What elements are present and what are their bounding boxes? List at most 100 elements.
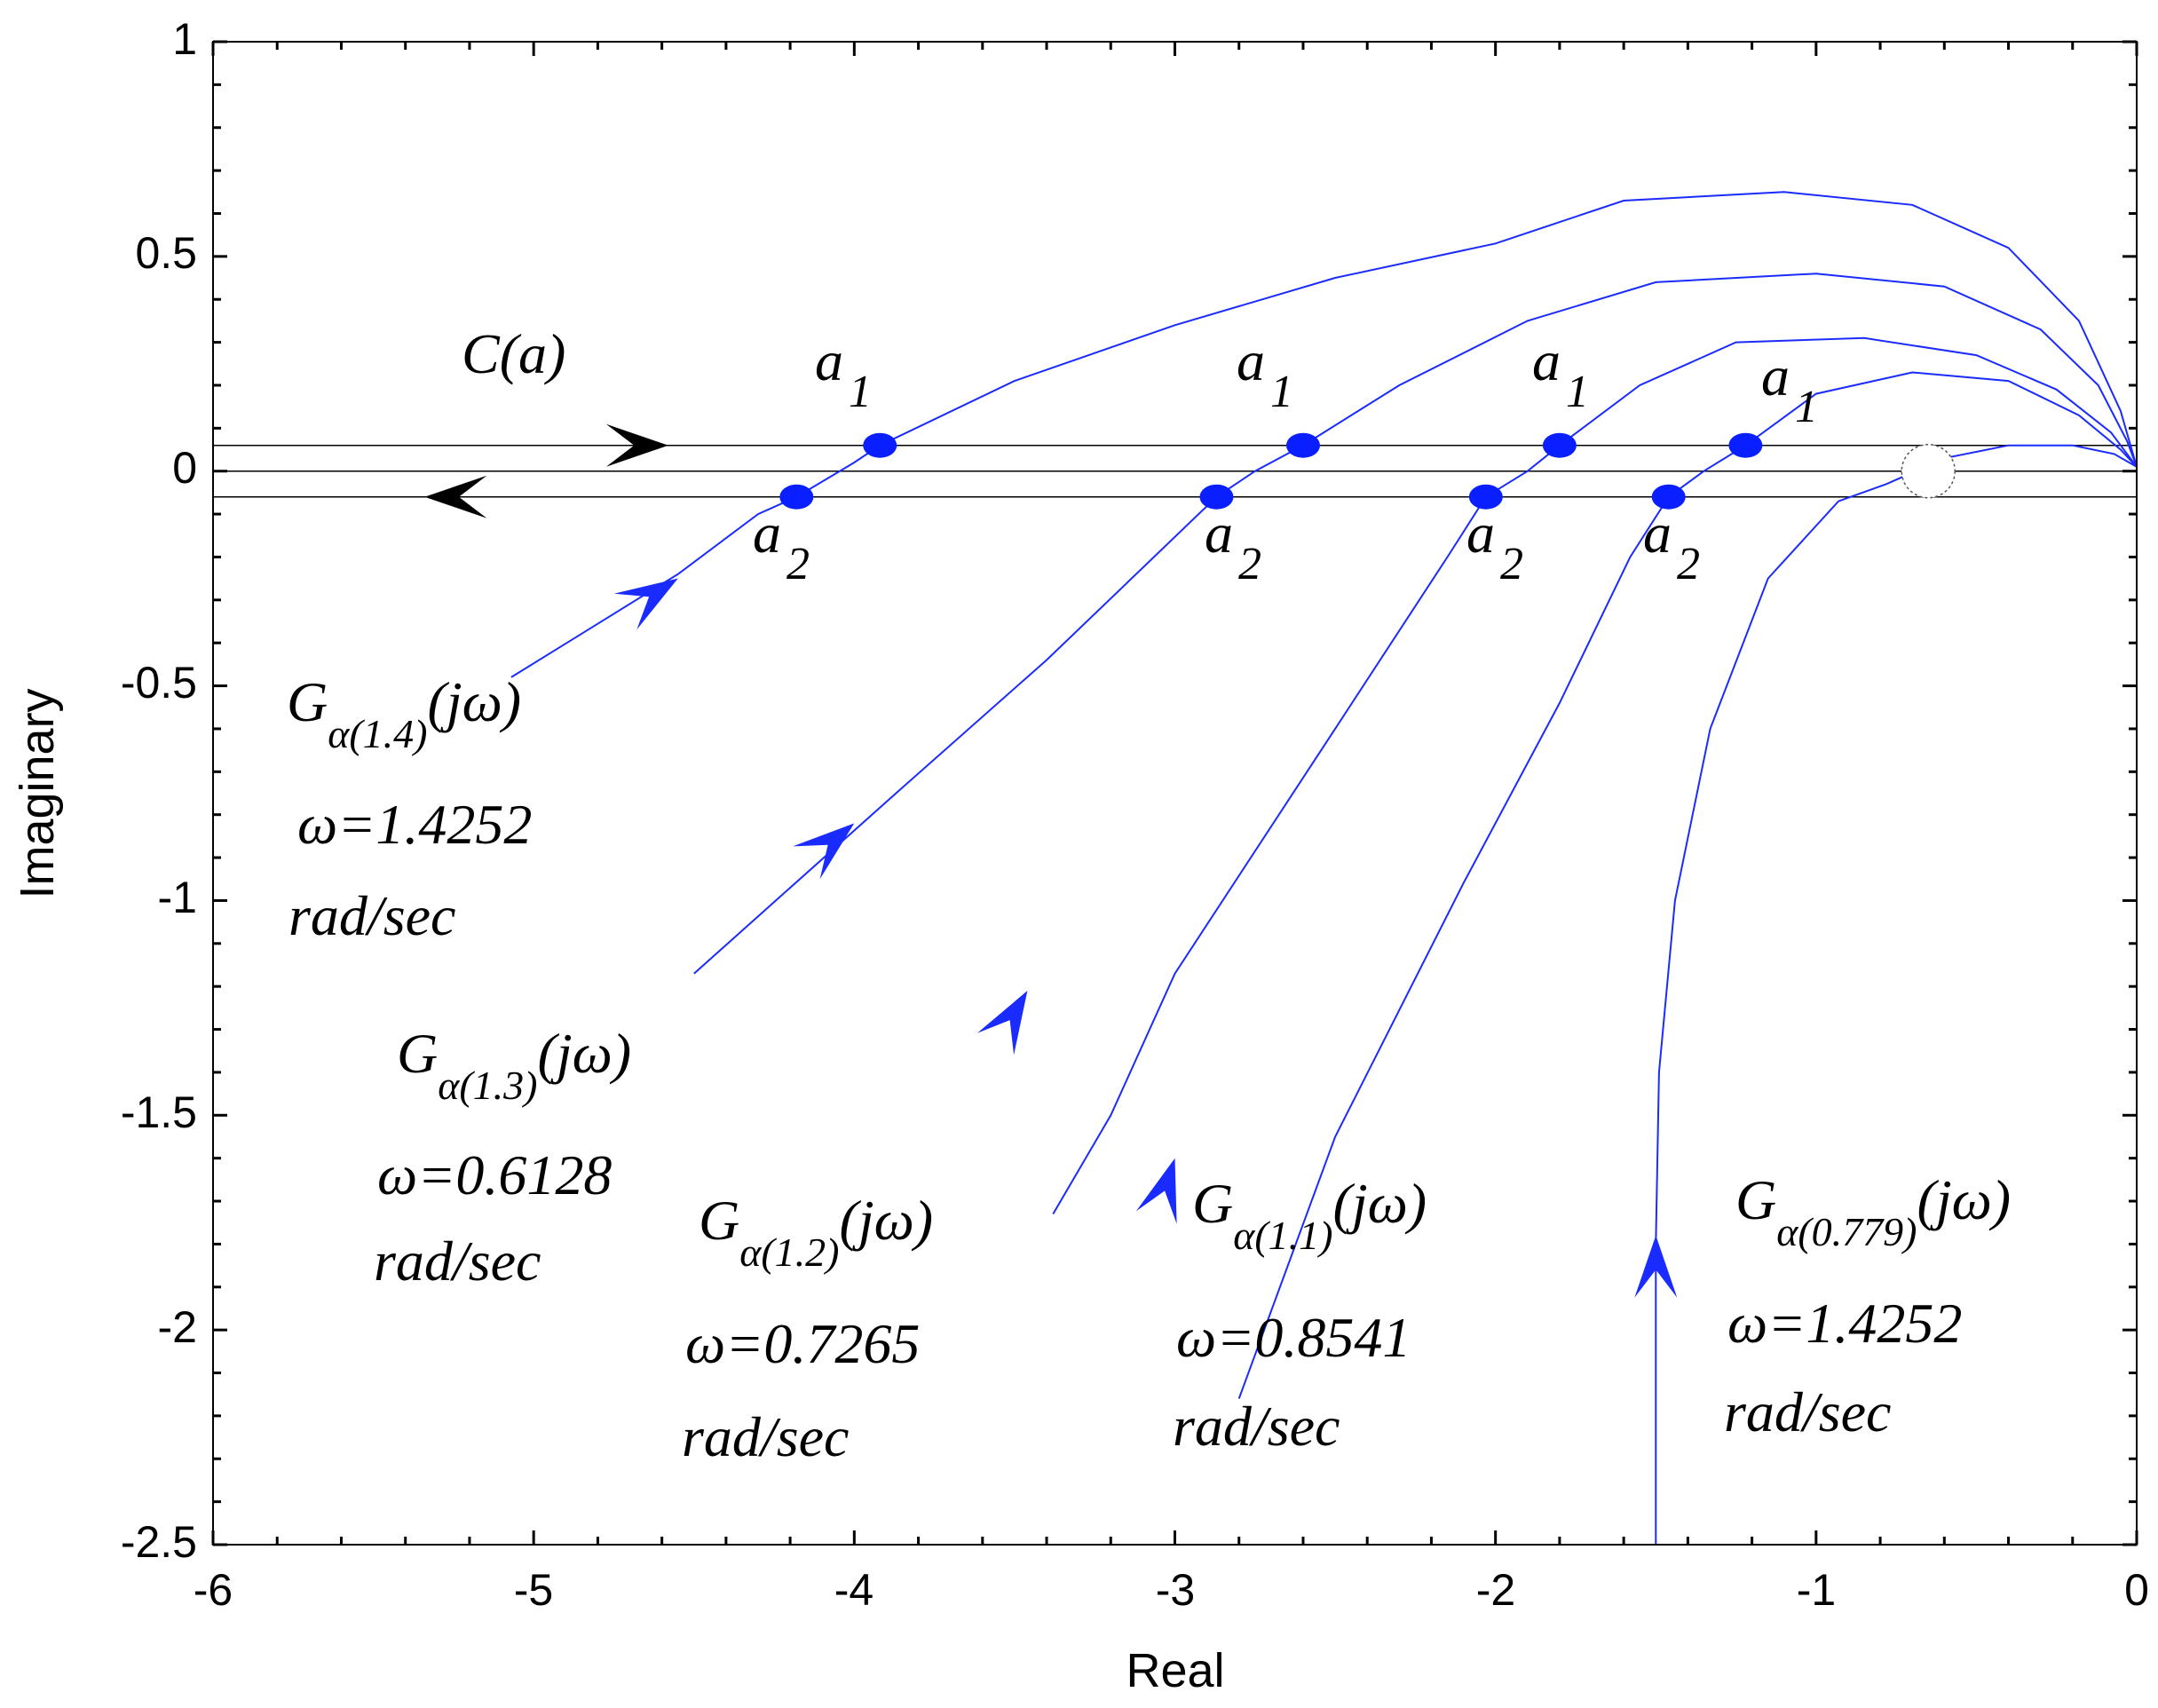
g14-sub: α(1.4) xyxy=(328,711,427,756)
g0779-unit: rad/sec xyxy=(1724,1380,1891,1443)
y-tick-label: -1 xyxy=(158,873,197,922)
annotation-g0779: Gα(0.779)(jω) ω=1.4252 rad/sec xyxy=(1724,1168,2011,1443)
y-tick-label: -2.5 xyxy=(121,1517,197,1567)
direction-arrow xyxy=(793,823,855,880)
x-tick-labels: -6 -5 -4 -3 -2 -1 0 xyxy=(194,1565,2149,1615)
g13-sub: α(1.3) xyxy=(438,1063,537,1108)
g11-tail: (jω) xyxy=(1333,1172,1427,1235)
g11-title: Gα(1.1)(jω) xyxy=(1192,1172,1427,1258)
g14-unit: rad/sec xyxy=(289,884,455,947)
series-line xyxy=(1237,371,2138,1399)
series-line xyxy=(510,191,2138,678)
a1-index: 1 xyxy=(849,367,872,417)
a2-index: 2 xyxy=(787,539,810,589)
g12-base: G xyxy=(699,1189,739,1252)
series-line xyxy=(1052,336,2138,1215)
x-tick-label: -3 xyxy=(1156,1565,1195,1615)
series-line xyxy=(1655,444,2138,1545)
g14-tail: (jω) xyxy=(428,670,522,733)
a1-base: a xyxy=(1237,329,1265,392)
g14-omega: ω=1.4252 xyxy=(297,793,532,856)
g11-unit: rad/sec xyxy=(1173,1395,1340,1458)
x-tick-label: -1 xyxy=(1797,1565,1836,1615)
g12-omega: ω=0.7265 xyxy=(685,1312,920,1375)
g14-base: G xyxy=(287,670,328,733)
g13-unit: rad/sec xyxy=(374,1230,541,1293)
y-tick-label: 1 xyxy=(172,14,197,64)
intersection-point xyxy=(1542,432,1577,458)
intersection-points xyxy=(779,432,1956,510)
g0779-tail: (jω) xyxy=(1917,1168,2012,1231)
intersection-point xyxy=(1728,432,1763,458)
g13-omega: ω=0.6128 xyxy=(377,1143,612,1206)
a2-base: a xyxy=(1466,502,1495,565)
direction-arrow xyxy=(613,578,678,630)
g14-title: Gα(1.4)(jω) xyxy=(287,670,521,756)
direction-arrow xyxy=(1634,1235,1678,1298)
open-circle-marker xyxy=(1901,443,1956,499)
y-tick-labels: 1 0.5 0 -0.5 -1 -1.5 -2 -2.5 xyxy=(121,14,197,1567)
direction-arrow xyxy=(1135,1158,1177,1224)
y-tick-label: -2 xyxy=(158,1302,197,1352)
g0779-base: G xyxy=(1735,1168,1776,1231)
g13-title: Gα(1.3)(jω) xyxy=(397,1022,631,1108)
x-axis-label: Real xyxy=(1126,1644,1224,1697)
a1-index: 1 xyxy=(1795,382,1818,432)
y-tick-label: -1.5 xyxy=(121,1087,197,1137)
x-tick-label: -4 xyxy=(834,1565,873,1615)
intersection-point xyxy=(1651,484,1686,510)
g12-unit: rad/sec xyxy=(682,1405,849,1468)
c-direction-arrow xyxy=(605,423,668,467)
a1-base: a xyxy=(815,329,843,392)
a2-index: 2 xyxy=(1500,539,1523,589)
g12-tail: (jω) xyxy=(840,1189,934,1252)
annotation-g12: Gα(1.2)(jω) ω=0.7265 rad/sec xyxy=(682,1189,933,1468)
intersection-point xyxy=(1199,484,1234,510)
x-tick-label: -5 xyxy=(514,1565,553,1615)
intersection-point xyxy=(1285,432,1320,458)
g12-sub: α(1.2) xyxy=(739,1230,839,1275)
y-tick-label: 0 xyxy=(172,443,197,493)
annotation-g11: Gα(1.1)(jω) ω=0.8541 rad/sec xyxy=(1173,1172,1427,1458)
a2-index: 2 xyxy=(1238,539,1261,589)
series-line xyxy=(693,273,2138,975)
g12-title: Gα(1.2)(jω) xyxy=(699,1189,933,1275)
g0779-sub: α(0.779) xyxy=(1776,1209,1917,1254)
arrowheads xyxy=(424,423,1678,1298)
intersection-point xyxy=(779,484,814,510)
a1-index: 1 xyxy=(1566,367,1589,417)
y-axis-label: Imaginary xyxy=(11,688,64,898)
a2-index: 2 xyxy=(1677,539,1700,589)
direction-arrow xyxy=(976,991,1028,1056)
ref-lines xyxy=(213,444,2137,498)
y-tick-label: -0.5 xyxy=(121,658,197,708)
g11-omega: ω=0.8541 xyxy=(1176,1306,1411,1369)
g0779-title: Gα(0.779)(jω) xyxy=(1735,1168,2011,1254)
x-tick-label: 0 xyxy=(2124,1565,2149,1615)
a2-base: a xyxy=(753,502,781,565)
g11-sub: α(1.1) xyxy=(1233,1213,1332,1258)
c-a-label: C(a) xyxy=(462,322,565,385)
a1-base: a xyxy=(1532,329,1561,392)
a2-base: a xyxy=(1205,502,1233,565)
x-tick-label: -6 xyxy=(194,1565,233,1615)
a2-base: a xyxy=(1643,502,1672,565)
g13-base: G xyxy=(397,1022,438,1085)
a1-index: 1 xyxy=(1270,367,1293,417)
intersection-point xyxy=(863,432,897,458)
y-tick-label: 0.5 xyxy=(135,228,197,278)
intersection-point xyxy=(1468,484,1503,510)
g0779-omega: ω=1.4252 xyxy=(1727,1292,1962,1355)
g13-tail: (jω) xyxy=(538,1022,632,1085)
x-tick-label: -2 xyxy=(1476,1565,1515,1615)
